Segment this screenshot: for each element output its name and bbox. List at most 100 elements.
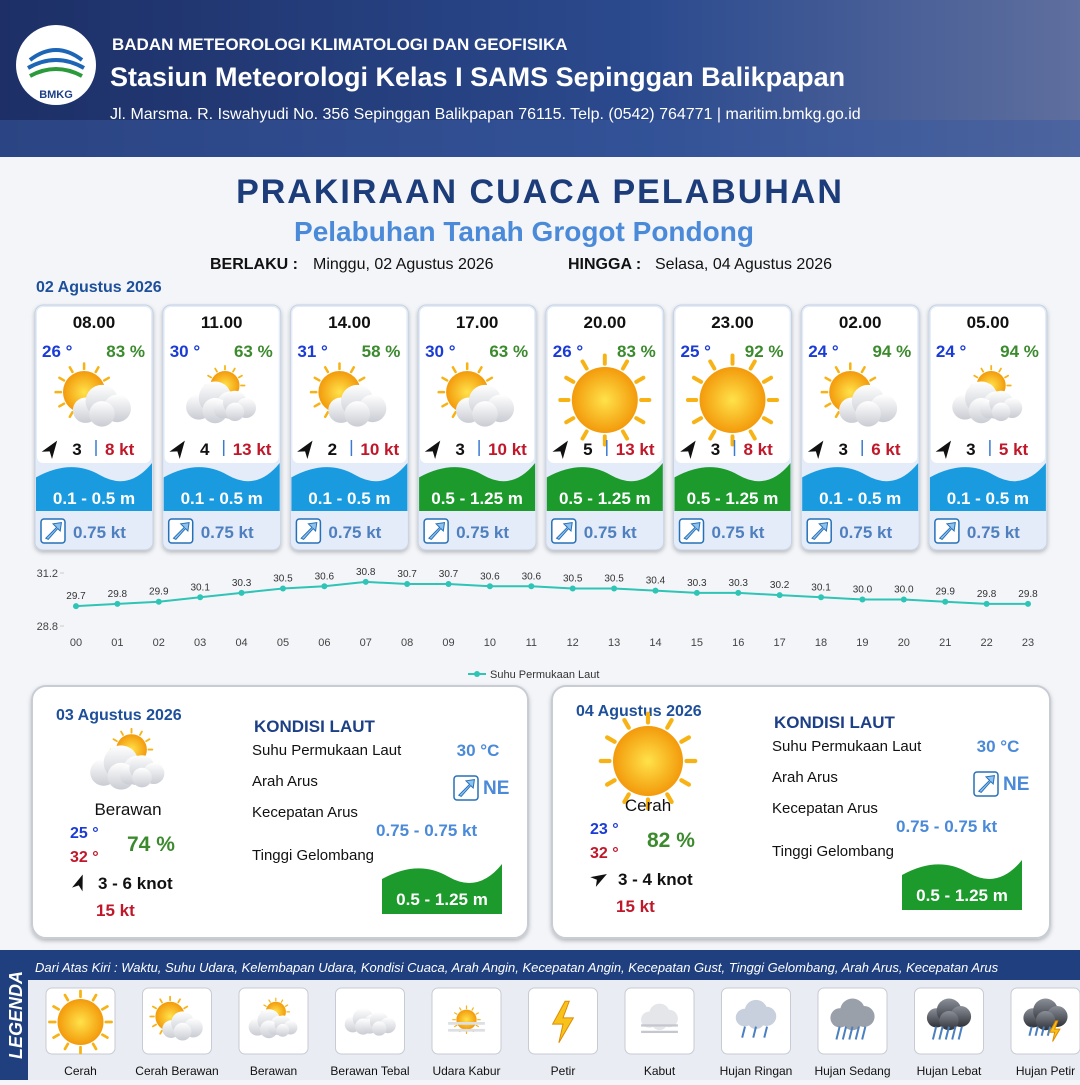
cloud <box>979 390 1023 422</box>
sun-ray <box>454 1024 458 1028</box>
current-icon <box>167 518 194 544</box>
humidity: 94 % <box>1000 342 1039 361</box>
bolt <box>1048 1020 1061 1042</box>
x-tick-label: 08 <box>401 637 413 649</box>
sun-ray <box>451 410 457 419</box>
x-tick-label: 18 <box>815 637 827 649</box>
rain <box>741 1026 746 1038</box>
value-label: 30.1 <box>811 582 831 593</box>
sun-ray <box>102 376 111 382</box>
wave-height: 0.5 - 1.25 m <box>396 890 488 909</box>
weather-icon <box>926 998 972 1040</box>
sea-label: Arah Arus <box>772 769 838 786</box>
time: 02.00 <box>839 313 882 332</box>
cloud-part <box>371 1021 387 1036</box>
sun-ray <box>101 1005 109 1011</box>
current-arrow <box>555 522 573 541</box>
agency: BADAN METEOROLOGI KLIMATOLOGI DAN GEOFIS… <box>112 35 568 54</box>
temperature: 25 ° <box>681 342 712 361</box>
sun-ray <box>63 993 70 1002</box>
legend-item: Kabut <box>644 1064 676 1078</box>
sun-ray <box>708 429 717 441</box>
current-arrow <box>811 522 829 541</box>
current-speed: 0.75 kt <box>201 523 254 542</box>
point <box>73 603 79 610</box>
value-label: 30.1 <box>190 582 210 593</box>
humidity: 83 % <box>106 342 145 361</box>
humidity: 83 % <box>617 342 656 361</box>
current-arrow <box>428 522 446 541</box>
wind-arrow <box>169 440 185 459</box>
rain <box>931 1026 938 1040</box>
temperature: 30 ° <box>425 342 456 361</box>
sun-ray <box>834 366 840 374</box>
wave-height: 0.1 - 0.5 m <box>819 489 901 508</box>
current-speed: 0.75 kt <box>967 523 1020 542</box>
sun-ray <box>604 735 617 744</box>
x-tick-label: 01 <box>111 637 123 649</box>
current-arrow <box>300 522 318 541</box>
x-tick-label: 04 <box>235 637 247 649</box>
temp-min: 25 ° <box>70 825 99 842</box>
condition: Berawan <box>94 800 161 819</box>
point <box>486 583 493 590</box>
sun-ray <box>280 999 284 1003</box>
sun-ray <box>475 1024 479 1028</box>
point <box>859 596 866 603</box>
value-label: 30.0 <box>853 585 873 596</box>
subtitle: Pelabuhan Tanah Grogot Pondong <box>294 216 754 247</box>
current-icon <box>806 518 832 544</box>
cloud-part <box>344 401 371 427</box>
wind-force: 4 <box>200 440 210 459</box>
temperature: 26 ° <box>42 342 73 361</box>
sea-label: Tinggi Gelombang <box>252 847 374 864</box>
wave-height: 0.5 - 1.25 m <box>687 489 779 508</box>
sun-ray <box>52 1033 60 1039</box>
temperature: 26 ° <box>553 342 584 361</box>
cloud-part <box>225 402 245 422</box>
sun-ray <box>323 366 330 374</box>
sun-ray <box>477 366 483 374</box>
sun-ray <box>263 1004 267 1007</box>
wind-arrow <box>41 440 58 459</box>
fog <box>641 1030 678 1034</box>
sun-ray <box>349 366 356 374</box>
current-arrow <box>457 779 475 798</box>
sun <box>57 999 104 1045</box>
weather-icon <box>248 997 298 1039</box>
x-tick-label: 21 <box>939 637 951 649</box>
wind: 3 - 6 knot <box>98 874 173 893</box>
wave <box>419 463 536 511</box>
legend-note: Dari Atas Kiri : Waktu, Suhu Udara, Kele… <box>35 960 999 975</box>
weather-icon <box>48 989 113 1055</box>
sun-ray <box>580 359 589 371</box>
sun-ray <box>748 359 757 371</box>
sun-ray <box>471 1007 474 1011</box>
value-label: 29.8 <box>108 589 128 600</box>
logo-bg <box>16 25 96 105</box>
x-tick-label: 15 <box>691 637 703 649</box>
humidity: 74 % <box>127 833 175 856</box>
cloud <box>1023 998 1068 1031</box>
value-label: 29.9 <box>935 587 955 598</box>
rain <box>1040 1026 1045 1037</box>
sun-ray <box>68 410 74 419</box>
time: 11.00 <box>201 313 243 332</box>
sun-ray <box>58 402 66 408</box>
current-arrow <box>977 775 995 794</box>
sun-ray <box>139 730 143 736</box>
sun-ray <box>691 375 704 384</box>
sea-title: KONDISI LAUT <box>254 717 376 736</box>
current-icon <box>40 518 66 544</box>
wind: 3 - 4 knot <box>618 870 693 889</box>
value-label: 30.0 <box>894 585 914 596</box>
current-icon <box>453 775 479 801</box>
humidity: 82 % <box>647 829 695 852</box>
weather-icon <box>641 1003 678 1034</box>
cloud-part <box>1035 1010 1056 1031</box>
wave <box>902 860 1022 910</box>
current-speed: 0.75 - 0.75 kt <box>376 821 477 840</box>
cloud <box>839 384 898 427</box>
cloud-part <box>89 401 115 427</box>
